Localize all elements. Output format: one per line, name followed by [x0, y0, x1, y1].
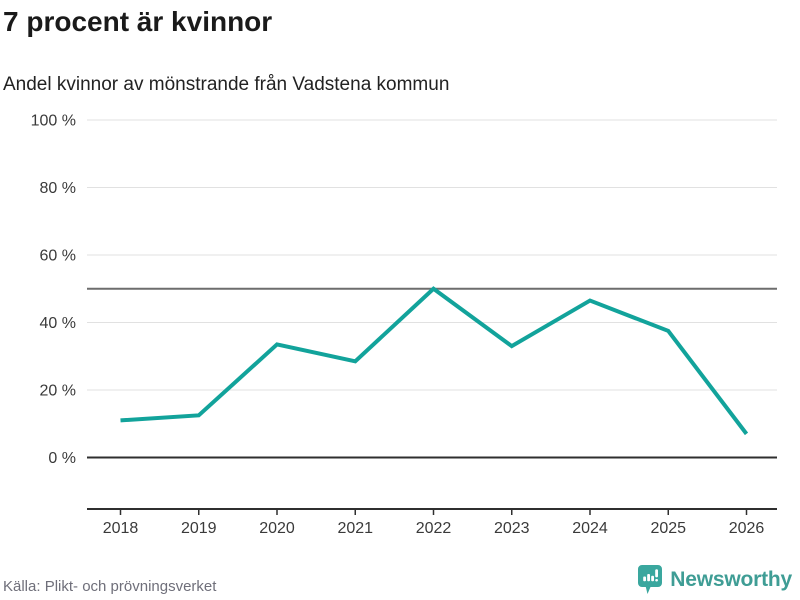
x-tick-label: 2024 — [572, 520, 608, 537]
x-tick-label: 2025 — [650, 520, 686, 537]
chart-title: 7 procent är kvinnor — [3, 6, 273, 37]
x-tick-label: 2022 — [416, 520, 452, 537]
x-tick-label: 2020 — [259, 520, 295, 537]
x-tick-label: 2019 — [181, 520, 217, 537]
newsworthy-logo: Newsworthy — [637, 564, 792, 595]
y-tick-label: 0 % — [48, 450, 76, 467]
y-tick-label: 20 % — [40, 382, 76, 399]
data-line — [120, 286, 749, 436]
x-tick-label: 2023 — [494, 520, 530, 537]
source-text: Källa: Plikt- och prövningsverket — [3, 578, 217, 595]
x-tick-label: 2026 — [729, 520, 765, 537]
y-tick-label: 100 % — [31, 112, 76, 129]
newsworthy-bubble-chart-icon — [638, 565, 663, 594]
x-tick-label: 2021 — [337, 520, 373, 537]
x-tick-label: 2018 — [103, 520, 139, 537]
brand-wordmark: Newsworthy — [670, 567, 792, 591]
y-tick-label: 80 % — [40, 180, 76, 197]
y-tick-label: 40 % — [40, 315, 76, 332]
y-tick-label: 60 % — [40, 247, 76, 264]
chart-subtitle: Andel kvinnor av mönstrande från Vadsten… — [3, 74, 450, 95]
